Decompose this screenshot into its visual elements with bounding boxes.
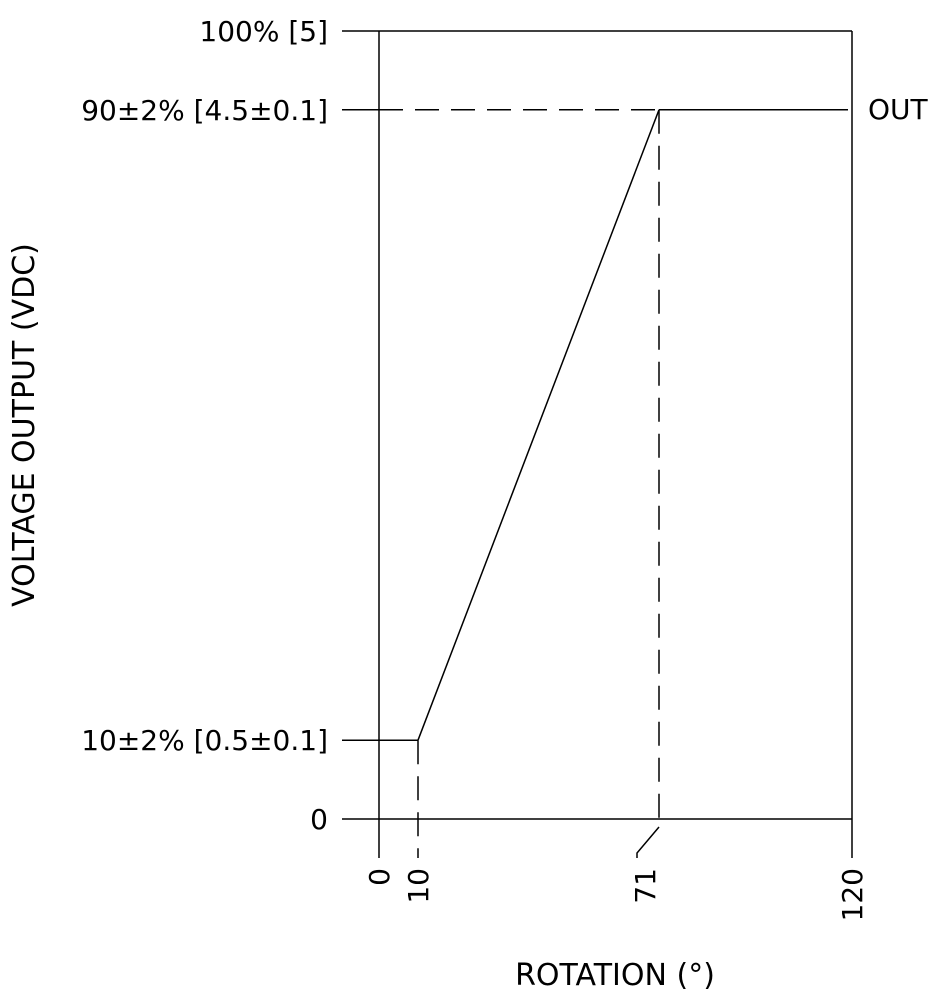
guide-lines xyxy=(379,109,660,858)
leader-71 xyxy=(636,826,660,858)
x-tick-labels: 0 10 71 120 xyxy=(363,868,869,921)
plot-frame xyxy=(342,30,853,858)
y-tick-label-2: 90±2% [4.5±0.1] xyxy=(81,94,328,127)
output-ramp xyxy=(417,109,660,741)
y-tick-label-3: 100% [5] xyxy=(199,15,328,48)
x-tick-label-3: 120 xyxy=(836,868,869,921)
output-curve xyxy=(417,109,848,741)
out-annotation: OUT xyxy=(868,93,929,126)
y-tick-labels: 0 10±2% [0.5±0.1] 90±2% [4.5±0.1] 100% [5] xyxy=(81,15,328,836)
y-tick-label-0: 0 xyxy=(310,803,328,836)
y-axis-title: VOLTAGE OUTPUT (VDC) xyxy=(7,243,42,607)
x-tick-label-1: 10 xyxy=(402,868,435,904)
x-tick-label-2: 71 xyxy=(629,868,662,904)
x-tick-label-0: 0 xyxy=(363,868,396,886)
x-axis-title: ROTATION (°) xyxy=(515,958,715,993)
y-tick-label-1: 10±2% [0.5±0.1] xyxy=(81,724,328,757)
